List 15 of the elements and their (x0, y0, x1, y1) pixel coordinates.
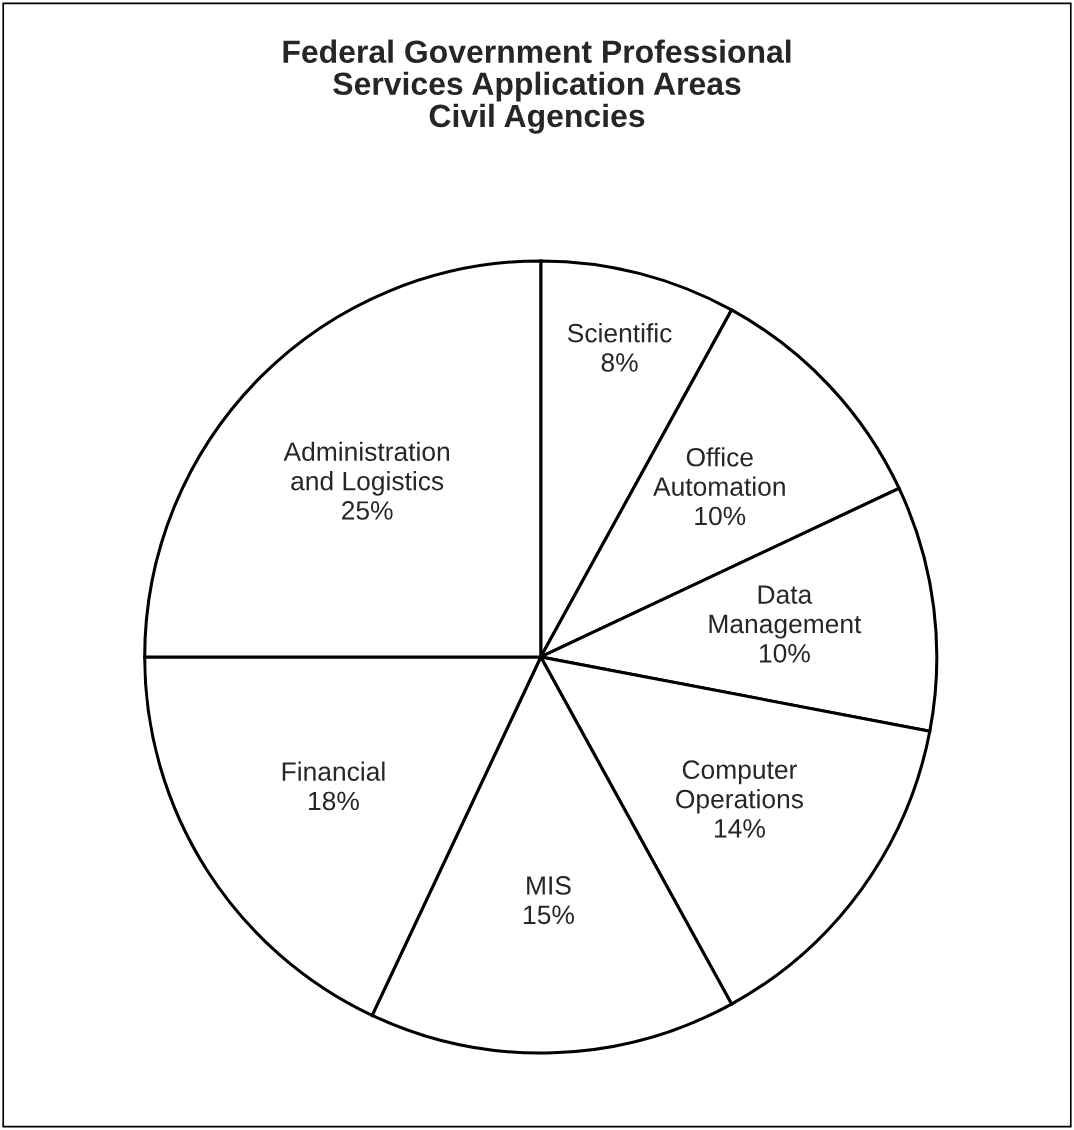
chart-title: Federal Government Professional Services Application Areas Civil Agencies (283, 39, 791, 134)
slice-label: Office Automation (653, 447, 785, 496)
data-label: 14% (715, 819, 765, 838)
slice-label: Scientific (567, 323, 672, 343)
data-label: 10% (695, 506, 746, 526)
slice-label: MIS (527, 876, 571, 895)
data-label: 10% (759, 643, 810, 663)
data-label: 8% (601, 353, 638, 372)
slice-label: Financial (282, 761, 385, 781)
data-label: 18% (309, 791, 359, 811)
data-label: 15% (524, 905, 574, 925)
slice-label: Computer Operations (676, 760, 804, 814)
slice-label: Data Management (709, 585, 862, 639)
data-label: 25% (342, 501, 393, 520)
slice-label: Administration and Logistics (283, 441, 450, 496)
